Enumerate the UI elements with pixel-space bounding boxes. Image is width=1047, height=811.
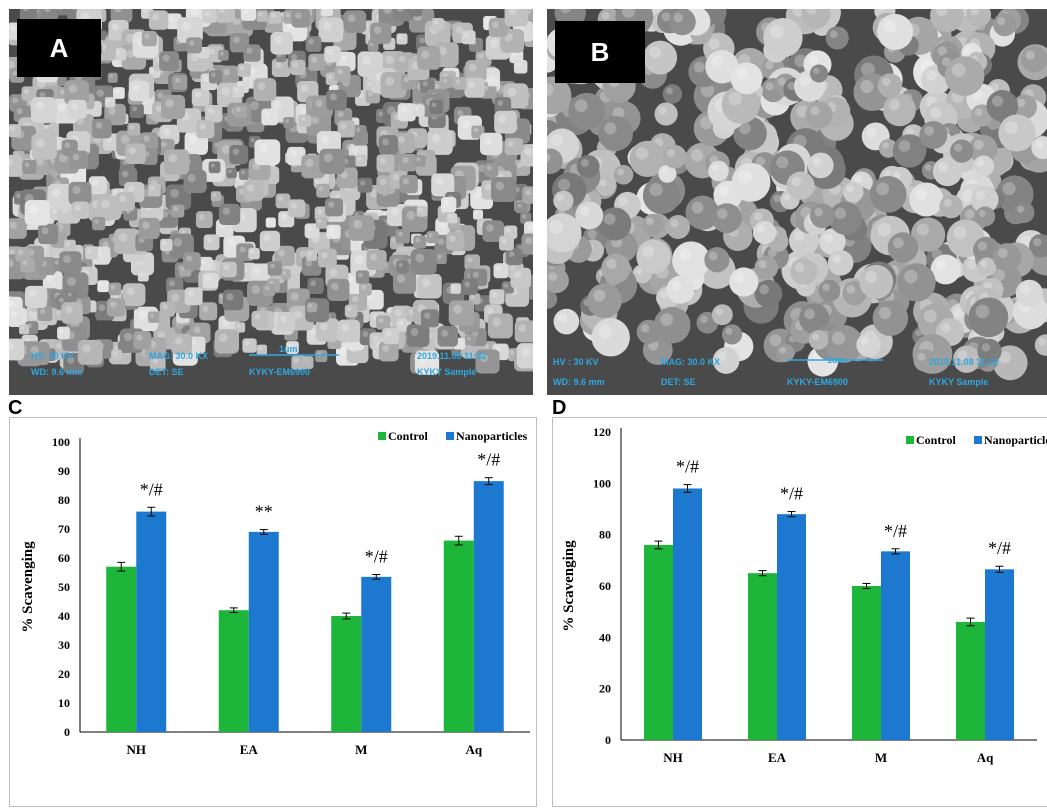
- bar-control-ea: [748, 573, 777, 740]
- x-tick-label: EA: [240, 742, 259, 757]
- sem-image-a: A HV: 30 KV MAG: 30.0 KX 1um 2019.11.08 …: [9, 9, 533, 395]
- sem-info-date: 2019.11.08 11:32: [417, 351, 487, 361]
- y-axis-label: % Scavenging: [20, 541, 36, 633]
- bar-nanoparticles-m: [881, 551, 910, 740]
- sem-info-hv: HV: 30 KV: [31, 351, 74, 361]
- x-tick-label: NH: [663, 750, 683, 765]
- y-tick-label: 70: [58, 522, 70, 536]
- y-tick-label: 120: [593, 425, 611, 439]
- chart-c-svg: 0 10 20 30 40 50 60 70 80 90 100 % Scavenging */# NH *…: [10, 418, 536, 806]
- bar-nanoparticles-m: [361, 577, 391, 732]
- significance-label: */#: [988, 538, 1011, 558]
- bar-nanoparticles-ea: [777, 514, 806, 740]
- legend-swatch: [446, 432, 454, 440]
- legend-label: Control: [916, 433, 956, 447]
- sem-info-sample: KYKY Sample: [929, 377, 988, 387]
- sem-info-mag: MAG: 30.0 KX: [661, 357, 720, 367]
- sem-info-sample: KYKY Sample: [417, 367, 476, 377]
- y-tick-label: 90: [58, 464, 70, 478]
- y-tick-label: 100: [52, 435, 70, 449]
- chart-c: 0 10 20 30 40 50 60 70 80 90 100 % Scavenging */# NH *…: [9, 417, 537, 807]
- x-tick-label: EA: [768, 750, 787, 765]
- sem-info-wd: WD: 9.6 mm: [553, 377, 605, 387]
- y-tick-label: 80: [58, 493, 70, 507]
- y-tick-label: 10: [58, 696, 70, 710]
- sem-info-det: DET: SE: [149, 367, 184, 377]
- bar-control-aq: [956, 622, 985, 740]
- chart-d-svg: 0 20 40 60 80 100 120 % Scavenging */# NH */# EA */#…: [553, 418, 1047, 806]
- y-axis-label: % Scavenging: [561, 540, 577, 632]
- bar-control-nh: [644, 545, 673, 740]
- sem-info-mag: MAG: 30.0 KX: [149, 351, 208, 361]
- x-tick-label: NH: [127, 742, 147, 757]
- bar-control-aq: [444, 541, 474, 732]
- y-tick-label: 0: [605, 733, 611, 747]
- significance-label: */#: [780, 484, 803, 504]
- sem-info-hv: HV : 30 KV: [553, 357, 599, 367]
- bar-nanoparticles-ea: [249, 532, 279, 732]
- x-tick-label: M: [875, 750, 887, 765]
- sem-info-model: KYKY-EM6900: [249, 367, 310, 377]
- y-tick-label: 40: [58, 609, 70, 623]
- bar-control-nh: [106, 567, 136, 732]
- bar-control-m: [331, 616, 361, 732]
- significance-label: */#: [676, 457, 699, 477]
- y-tick-label: 20: [58, 667, 70, 681]
- legend-swatch: [974, 436, 982, 444]
- y-tick-label: 50: [58, 580, 70, 594]
- y-tick-label: 60: [58, 551, 70, 565]
- sem-info-model: KYKY-EM6900: [787, 377, 848, 387]
- y-tick-label: 40: [599, 630, 611, 644]
- significance-label: **: [255, 502, 273, 522]
- x-tick-label: Aq: [977, 750, 994, 765]
- y-tick-label: 20: [599, 682, 611, 696]
- bar-control-m: [852, 586, 881, 740]
- y-tick-label: 60: [599, 579, 611, 593]
- bar-nanoparticles-aq: [474, 481, 504, 732]
- legend-label: Nanoparticles: [456, 429, 528, 443]
- legend-label: Nanoparticles: [984, 433, 1047, 447]
- sem-info-scale: 1um: [827, 355, 846, 365]
- x-tick-label: M: [355, 742, 367, 757]
- bar-nanoparticles-nh: [673, 488, 702, 740]
- sem-info-bar-a: HV: 30 KV MAG: 30.0 KX 1um 2019.11.08 11…: [9, 9, 533, 395]
- significance-label: */#: [365, 547, 388, 567]
- sem-info-det: DET: SE: [661, 377, 696, 387]
- legend-swatch: [378, 432, 386, 440]
- significance-label: */#: [140, 479, 163, 499]
- y-tick-label: 80: [599, 528, 611, 542]
- sem-info-wd: WD: 9.6 mm: [31, 367, 83, 377]
- sem-image-b: B HV : 30 KV MAG: 30.0 KX 1um 2019.11.08…: [547, 9, 1047, 395]
- y-tick-label: 100: [593, 476, 611, 490]
- sem-info-bar-b: HV : 30 KV MAG: 30.0 KX 1um 2019.11.08 1…: [547, 9, 1047, 395]
- y-tick-label: 0: [64, 725, 70, 739]
- legend-label: Control: [388, 429, 428, 443]
- chart-d: 0 20 40 60 80 100 120 % Scavenging */# NH */# EA */#…: [552, 417, 1047, 807]
- bar-nanoparticles-aq: [985, 569, 1014, 740]
- bar-control-ea: [219, 610, 249, 732]
- sem-info-date: 2019.11.08 11:32: [929, 357, 999, 367]
- bar-nanoparticles-nh: [136, 512, 166, 732]
- significance-label: */#: [884, 521, 907, 541]
- y-tick-label: 30: [58, 638, 70, 652]
- x-tick-label: Aq: [465, 742, 482, 757]
- sem-info-scale: 1um: [279, 344, 298, 354]
- significance-label: */#: [477, 450, 500, 470]
- legend-swatch: [906, 436, 914, 444]
